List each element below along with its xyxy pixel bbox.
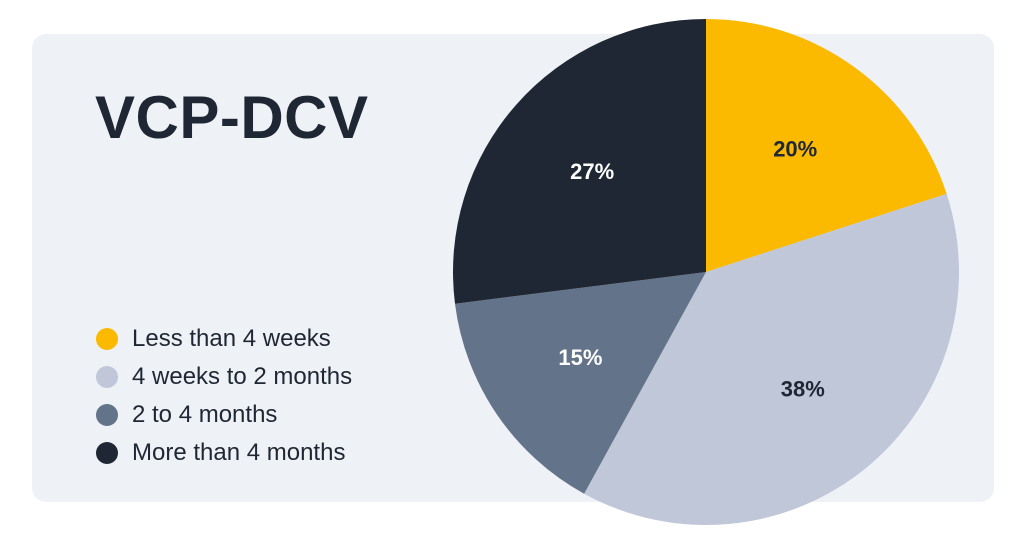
chart-title: VCP-DCV xyxy=(95,84,369,151)
pie-slice xyxy=(706,19,947,272)
legend-swatch xyxy=(96,404,118,426)
legend-label: Less than 4 weeks xyxy=(132,325,331,352)
pie-slices xyxy=(453,19,959,525)
pie-slice-label: 20% xyxy=(773,137,817,162)
pie-slice xyxy=(453,19,706,304)
pie-slice-label: 38% xyxy=(781,376,825,401)
legend-swatch xyxy=(96,366,118,388)
legend-label: 4 weeks to 2 months xyxy=(132,363,353,390)
legend-item: Less than 4 weeks xyxy=(96,320,352,358)
legend-item: 2 to 4 months xyxy=(96,396,352,434)
pie-slice xyxy=(584,193,959,525)
chart-legend: Less than 4 weeks 4 weeks to 2 months 2 … xyxy=(96,320,352,472)
pie-slice-label: 27% xyxy=(570,159,614,184)
pie-labels: 20% 38% 15% 27% xyxy=(558,137,824,402)
legend-label: 2 to 4 months xyxy=(132,401,278,428)
legend-item: More than 4 months xyxy=(96,434,352,472)
pie-slice xyxy=(454,272,706,494)
pie-slice-label: 15% xyxy=(558,345,602,370)
legend-swatch xyxy=(96,328,118,350)
legend-item: 4 weeks to 2 months xyxy=(96,358,352,396)
legend-swatch xyxy=(96,442,118,464)
legend-label: More than 4 months xyxy=(132,439,346,466)
